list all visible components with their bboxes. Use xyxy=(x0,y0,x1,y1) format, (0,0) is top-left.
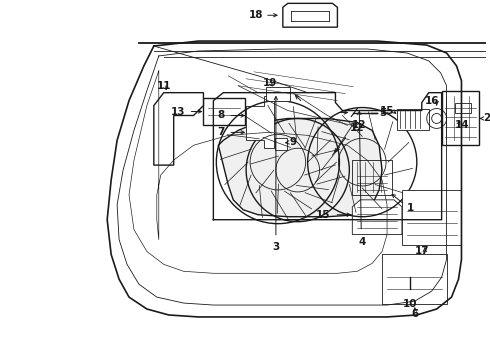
Text: 16: 16 xyxy=(424,96,439,105)
Text: 18: 18 xyxy=(248,10,263,20)
Text: 10: 10 xyxy=(403,299,417,309)
Text: 14: 14 xyxy=(455,120,469,130)
Text: 12: 12 xyxy=(349,123,364,134)
Text: 1: 1 xyxy=(407,203,414,213)
Polygon shape xyxy=(283,3,338,27)
Text: 5: 5 xyxy=(379,108,386,117)
Text: 19: 19 xyxy=(263,78,277,88)
Text: 9: 9 xyxy=(290,137,297,147)
Text: 8: 8 xyxy=(217,111,224,121)
Text: 15: 15 xyxy=(316,210,330,220)
Bar xyxy=(266,87,290,100)
Polygon shape xyxy=(246,96,274,148)
Bar xyxy=(402,190,462,244)
Text: 13: 13 xyxy=(171,107,186,117)
Bar xyxy=(397,109,429,130)
Polygon shape xyxy=(352,200,402,235)
Bar xyxy=(441,91,479,145)
Text: 15: 15 xyxy=(379,105,394,116)
Text: 7: 7 xyxy=(217,127,224,138)
Text: 12: 12 xyxy=(352,120,367,130)
Text: 11: 11 xyxy=(157,81,172,91)
Bar xyxy=(382,255,446,304)
Polygon shape xyxy=(455,103,471,113)
Bar xyxy=(275,138,287,150)
Bar xyxy=(203,98,245,125)
Text: 2: 2 xyxy=(483,113,490,123)
Text: 17: 17 xyxy=(415,247,429,256)
Text: 6: 6 xyxy=(411,309,418,319)
Text: 4: 4 xyxy=(359,237,366,247)
Polygon shape xyxy=(154,93,203,165)
Text: 3: 3 xyxy=(272,243,279,252)
Polygon shape xyxy=(219,118,382,217)
